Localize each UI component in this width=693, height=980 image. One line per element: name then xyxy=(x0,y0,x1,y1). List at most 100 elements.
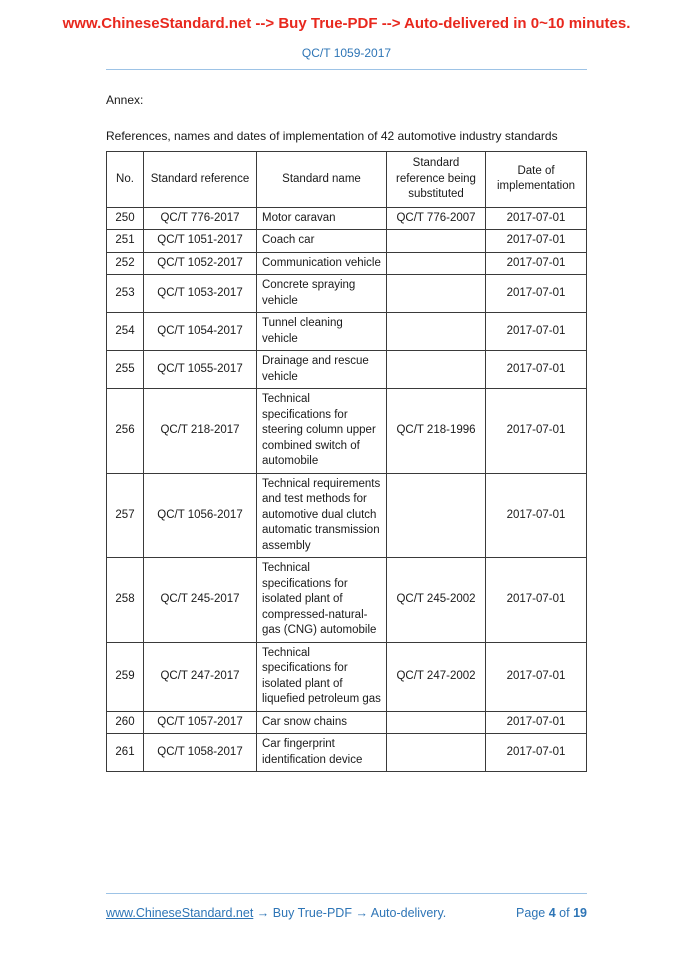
table-body: 250 QC/T 776-2017 Motor caravan QC/T 776-20… xyxy=(106,206,587,772)
cell-ref: QC/T 1053-2017 xyxy=(143,274,257,313)
cell-no: 250 xyxy=(106,206,144,230)
page-current: 4 xyxy=(548,906,556,920)
cell-ref: QC/T 1054-2017 xyxy=(143,312,257,351)
cell-name: Concrete spraying vehicle xyxy=(256,274,387,313)
cell-substituted xyxy=(386,312,486,351)
cell-no: 254 xyxy=(106,312,144,351)
cell-ref: QC/T 1056-2017 xyxy=(143,472,257,558)
cell-date: 2017-07-01 xyxy=(485,641,587,712)
cell-no: 257 xyxy=(106,472,144,558)
cell-date: 2017-07-01 xyxy=(485,472,587,558)
page-label: Page xyxy=(516,906,546,920)
col-header-no: No. xyxy=(106,151,144,208)
table-row: 252 QC/T 1052-2017 Communication vehicle 20… xyxy=(106,251,587,275)
page-total: 19 xyxy=(573,906,587,920)
cell-substituted xyxy=(386,733,486,772)
table-row: 251 QC/T 1051-2017 Coach car 2017-07-01 xyxy=(106,229,587,253)
cell-ref: QC/T 1052-2017 xyxy=(143,251,257,275)
cell-date: 2017-07-01 xyxy=(485,388,587,474)
col-header-date: Date of implementation xyxy=(485,151,587,208)
cell-ref: QC/T 776-2017 xyxy=(143,206,257,230)
col-header-ref: Standard reference xyxy=(143,151,257,208)
table-row: 256 QC/T 218-2017 Technical specifications… xyxy=(106,388,587,474)
col-header-substituted: Standard reference being substituted xyxy=(386,151,486,208)
footer-divider xyxy=(106,893,587,894)
table-row: 260 QC/T 1057-2017 Car snow chains 2017-07-… xyxy=(106,710,587,734)
cell-name: Drainage and rescue vehicle xyxy=(256,350,387,389)
cell-ref: QC/T 1058-2017 xyxy=(143,733,257,772)
footer-buy-label: Buy True-PDF xyxy=(272,906,352,920)
cell-substituted xyxy=(386,472,486,558)
cell-substituted: QC/T 245-2002 xyxy=(386,557,486,643)
cell-name: Car fingerprint identification device xyxy=(256,733,387,772)
cell-date: 2017-07-01 xyxy=(485,557,587,643)
cell-substituted xyxy=(386,274,486,313)
cell-name: Tunnel cleaning vehicle xyxy=(256,312,387,351)
cell-name: Coach car xyxy=(256,229,387,253)
table-row: 250 QC/T 776-2017 Motor caravan QC/T 776-20… xyxy=(106,206,587,230)
table-row: 253 QC/T 1053-2017 Concrete spraying vehic… xyxy=(106,274,587,313)
col-header-name: Standard name xyxy=(256,151,387,208)
table-caption: References, names and dates of implement… xyxy=(106,129,558,143)
cell-name: Communication vehicle xyxy=(256,251,387,275)
footer-arrow-icon: → xyxy=(256,906,270,920)
cell-date: 2017-07-01 xyxy=(485,350,587,389)
cell-substituted xyxy=(386,350,486,389)
table-row: 254 QC/T 1054-2017 Tunnel cleaning vehicle… xyxy=(106,312,587,351)
cell-name: Motor caravan xyxy=(256,206,387,230)
cell-substituted: QC/T 218-1996 xyxy=(386,388,486,474)
cell-date: 2017-07-01 xyxy=(485,710,587,734)
cell-name: Car snow chains xyxy=(256,710,387,734)
table-row: 261 QC/T 1058-2017 Car fingerprint identif… xyxy=(106,733,587,772)
cell-ref: QC/T 245-2017 xyxy=(143,557,257,643)
table-header: No. Standard reference Standard name Sta… xyxy=(106,151,587,208)
page-footer: www.ChineseStandard.net → Buy True-PDF →… xyxy=(106,893,587,920)
cell-ref: QC/T 247-2017 xyxy=(143,641,257,712)
cell-name: Technical specifications for steering co… xyxy=(256,388,387,474)
promo-banner: www.ChineseStandard.net --> Buy True-PDF… xyxy=(62,15,631,32)
cell-no: 252 xyxy=(106,251,144,275)
cell-substituted xyxy=(386,251,486,275)
cell-no: 260 xyxy=(106,710,144,734)
cell-substituted xyxy=(386,710,486,734)
cell-no: 253 xyxy=(106,274,144,313)
of-label: of xyxy=(559,906,570,920)
cell-ref: QC/T 218-2017 xyxy=(143,388,257,474)
page-indicator: Page 4 of 19 xyxy=(516,906,587,920)
annex-label: Annex: xyxy=(106,93,144,107)
cell-date: 2017-07-01 xyxy=(485,251,587,275)
cell-no: 255 xyxy=(106,350,144,389)
cell-ref: QC/T 1051-2017 xyxy=(143,229,257,253)
standard-code: QC/T 1059-2017 xyxy=(301,46,392,60)
cell-substituted xyxy=(386,229,486,253)
standards-table: No. Standard reference Standard name Sta… xyxy=(106,151,587,772)
cell-date: 2017-07-01 xyxy=(485,206,587,230)
footer-delivery-label: Auto-delivery. xyxy=(370,906,447,920)
cell-no: 256 xyxy=(106,388,144,474)
cell-no: 251 xyxy=(106,229,144,253)
cell-substituted: QC/T 247-2002 xyxy=(386,641,486,712)
cell-no: 258 xyxy=(106,557,144,643)
cell-name: Technical requirements and test methods … xyxy=(256,472,387,558)
footer-site-link[interactable]: www.ChineseStandard.net xyxy=(106,906,254,920)
footer-promo: www.ChineseStandard.net → Buy True-PDF →… xyxy=(106,906,446,920)
cell-date: 2017-07-01 xyxy=(485,733,587,772)
cell-ref: QC/T 1055-2017 xyxy=(143,350,257,389)
table-row: 259 QC/T 247-2017 Technical specifications… xyxy=(106,641,587,712)
cell-date: 2017-07-01 xyxy=(485,229,587,253)
table-row: 257 QC/T 1056-2017 Technical requirements … xyxy=(106,472,587,558)
table-row: 258 QC/T 245-2017 Technical specifications… xyxy=(106,557,587,643)
table-row: 255 QC/T 1055-2017 Drainage and rescue veh… xyxy=(106,350,587,389)
cell-substituted: QC/T 776-2007 xyxy=(386,206,486,230)
cell-date: 2017-07-01 xyxy=(485,274,587,313)
footer-arrow-icon: → xyxy=(355,906,368,920)
page-content: Annex: References, names and dates of im… xyxy=(106,93,587,772)
cell-ref: QC/T 1057-2017 xyxy=(143,710,257,734)
cell-no: 261 xyxy=(106,733,144,772)
cell-no: 259 xyxy=(106,641,144,712)
header-divider xyxy=(106,69,587,70)
cell-name: Technical specifications for isolated pl… xyxy=(256,557,387,643)
cell-name: Technical specifications for isolated pl… xyxy=(256,641,387,712)
cell-date: 2017-07-01 xyxy=(485,312,587,351)
